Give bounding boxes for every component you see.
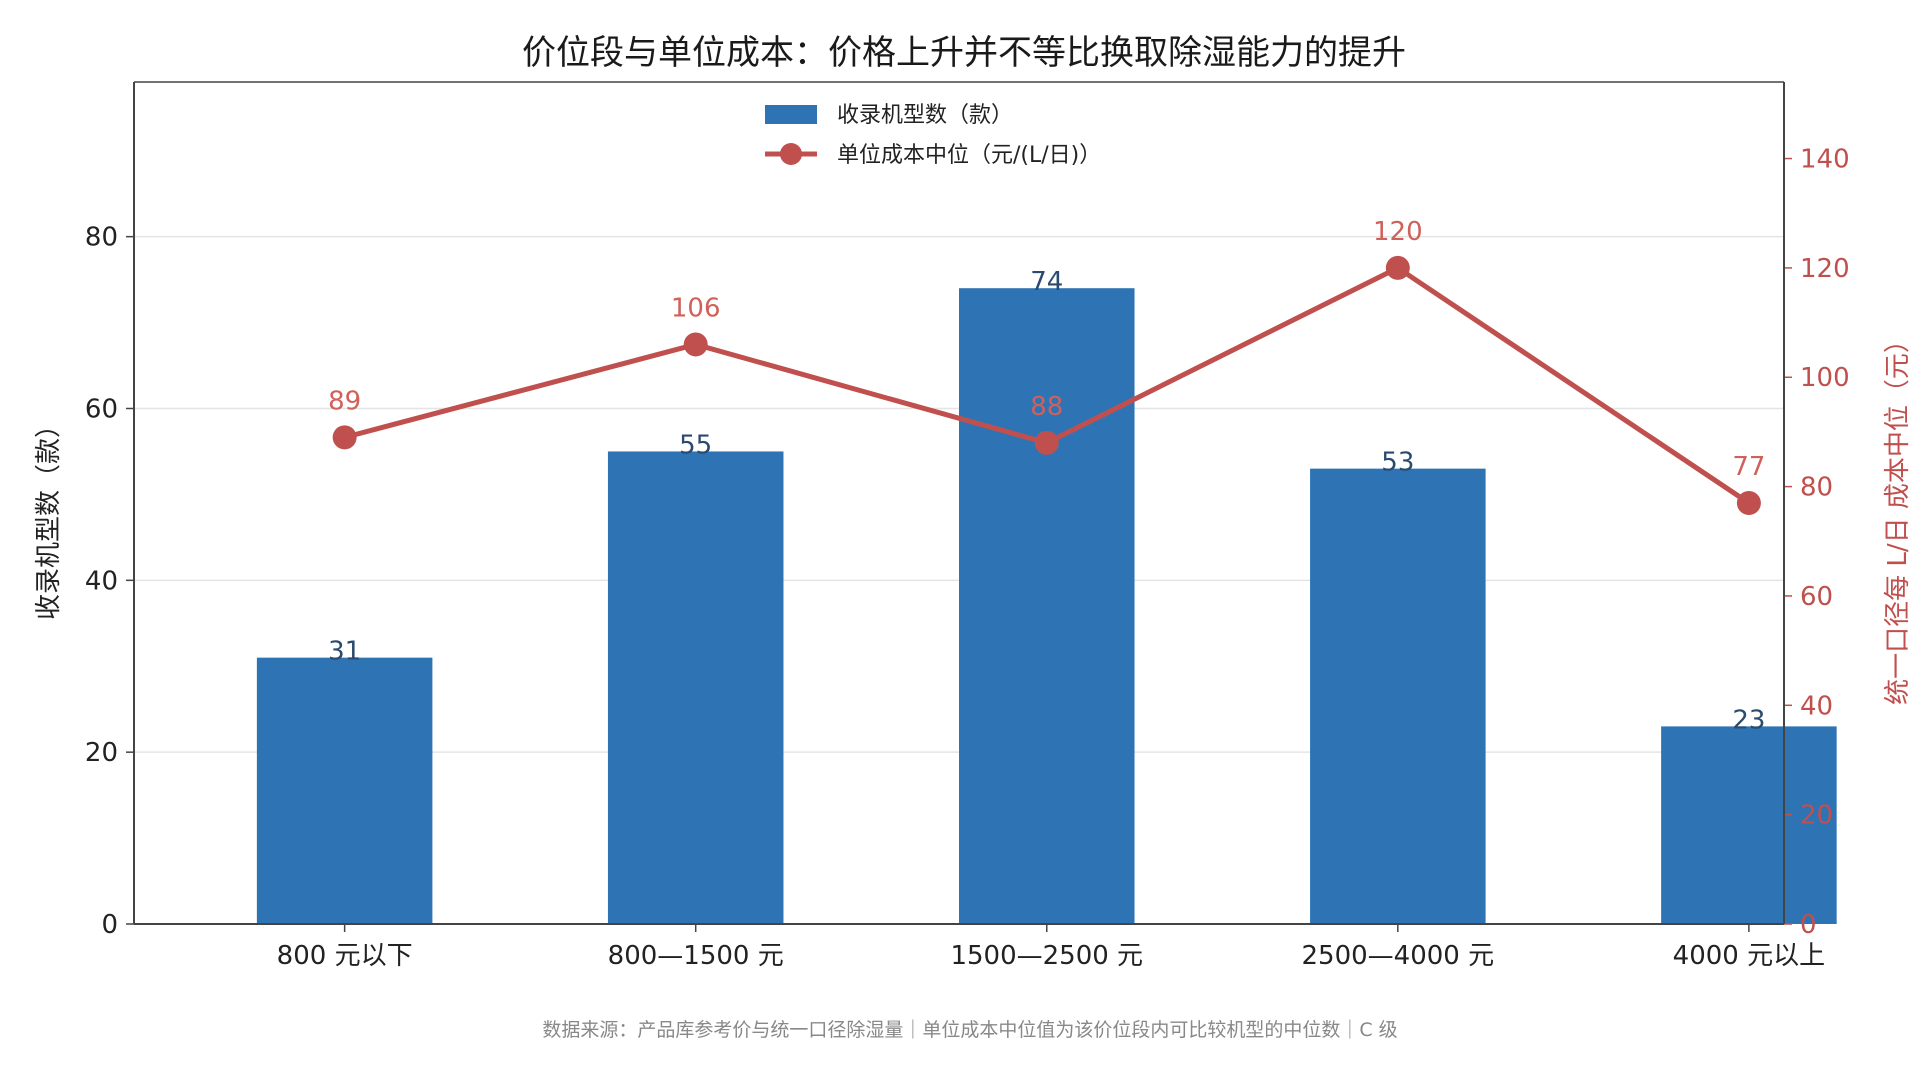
y-tick-label-right: 140 xyxy=(1800,145,1850,175)
line-data-label: 120 xyxy=(1373,217,1423,247)
legend: 收录机型数（款） 单位成本中位（元/(L/日)） xyxy=(765,103,1101,168)
line-data-label: 88 xyxy=(1030,392,1063,422)
y-tick-label-right: 60 xyxy=(1800,582,1833,612)
bar-data-label: 74 xyxy=(1030,267,1063,297)
line-point xyxy=(1736,491,1761,515)
y-tick-label-right: 40 xyxy=(1800,691,1833,721)
line-point xyxy=(1034,430,1059,455)
line-point xyxy=(683,332,708,357)
legend-swatch-marker xyxy=(780,143,802,165)
y-tick-label-right: 100 xyxy=(1800,363,1850,393)
y-axis-label-right: 统一口径每 L/日 成本中位（元） xyxy=(1883,327,1913,705)
line-data-label: 106 xyxy=(671,293,721,323)
axes xyxy=(126,81,1792,932)
y-tick-label-left: 40 xyxy=(85,566,118,596)
bar-data-labels: 31 55 74 53 23 xyxy=(328,267,1765,735)
y-tick-label-right: 80 xyxy=(1800,473,1833,503)
y-tick-label-right: 120 xyxy=(1800,254,1850,284)
line-point xyxy=(1385,255,1410,280)
bar-data-label: 31 xyxy=(328,637,361,667)
x-tick-label: 800—1500 元 xyxy=(608,941,784,971)
y-tick-label-left: 20 xyxy=(85,738,118,768)
line-data-labels: 89 106 88 120 77 xyxy=(328,217,1765,482)
y-tick-label-right: 20 xyxy=(1800,801,1833,831)
bar xyxy=(607,451,784,924)
legend-swatch-bars xyxy=(765,105,817,124)
legend-label-line: 单位成本中位（元/(L/日)） xyxy=(837,143,1101,168)
legend-label-bars: 收录机型数（款） xyxy=(837,103,1013,128)
line-point xyxy=(332,425,357,450)
line-series xyxy=(332,255,1761,515)
y-tick-label-left: 80 xyxy=(85,223,118,253)
source-note: 数据来源：产品库参考价与统一口径除湿量｜单位成本中位值为该价位段内可比较机型的中… xyxy=(542,1019,1397,1041)
x-tick-label: 4000 元以上 xyxy=(1673,941,1825,971)
bar-data-label: 23 xyxy=(1732,705,1765,735)
bar xyxy=(1310,468,1486,924)
chart-title: 价位段与单位成本：价格上升并不等比换取除湿能力的提升 xyxy=(522,33,1406,73)
line-data-label: 89 xyxy=(328,386,361,416)
x-tick-label: 2500—4000 元 xyxy=(1302,941,1495,971)
x-tick-label: 1500—2500 元 xyxy=(950,941,1143,971)
line-data-label: 77 xyxy=(1732,452,1765,482)
bar xyxy=(959,288,1135,924)
y-tick-label-left: 60 xyxy=(85,394,118,424)
bar-data-label: 55 xyxy=(679,430,712,460)
x-tick-label: 800 元以下 xyxy=(277,941,413,971)
y-axis-label-left: 收录机型数（款） xyxy=(34,412,64,620)
bar-data-label: 53 xyxy=(1381,448,1414,478)
y-tick-label-left: 0 xyxy=(101,910,118,940)
bar xyxy=(256,657,433,924)
y-tick-label-right: 0 xyxy=(1800,910,1817,940)
bar xyxy=(1661,726,1837,924)
bar-series xyxy=(256,288,1837,924)
tick-labels: 0 20 40 60 80 0 20 40 60 80 100 120 140 800 元以下 800—15… xyxy=(85,145,1850,971)
